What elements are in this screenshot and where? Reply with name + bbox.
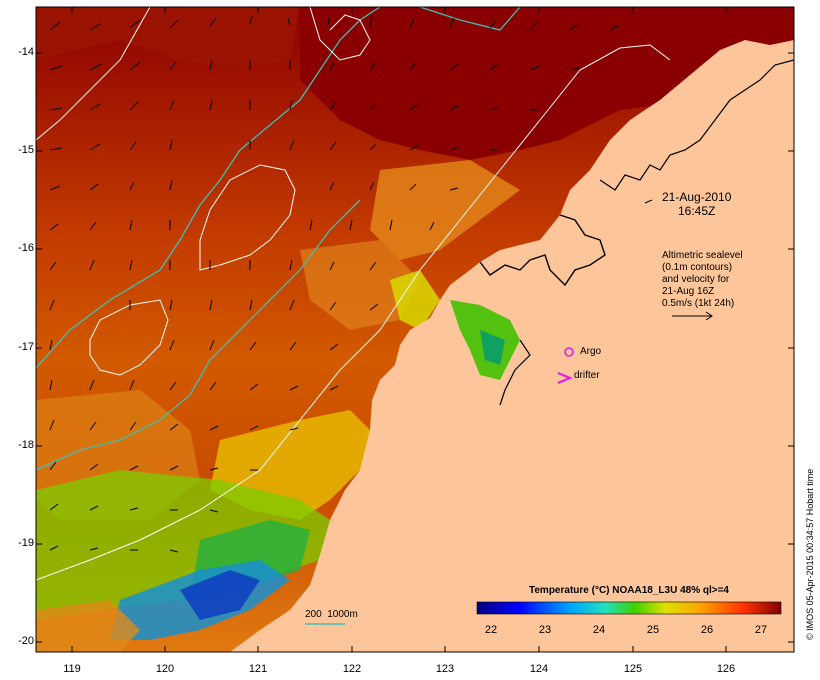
altimetry-note-2: (0.1m contours): [662, 262, 733, 273]
lat-tick-4: -17: [18, 341, 34, 353]
lon-tick-7: 125: [623, 663, 643, 675]
time-label: 16:45Z: [678, 204, 716, 218]
lat-tick-1: -14: [18, 46, 34, 58]
argo-marker: [564, 347, 574, 357]
contour-1000m: [36, 7, 381, 369]
altimetry-note-1: Altimetric sealevel: [662, 250, 743, 261]
date-label: 21-Aug-2010: [662, 190, 732, 204]
lat-tick-6: -19: [18, 537, 34, 549]
colorbar: [476, 601, 782, 615]
lon-tick-8: 126: [716, 663, 736, 675]
colorbar-tick-5: 26: [700, 624, 714, 636]
altimetry-note-3: and velocity for: [662, 274, 730, 285]
colorbar-tick-6: 27: [754, 624, 768, 636]
contour-200m: [199, 164, 296, 271]
lon-tick-2: 120: [155, 663, 175, 675]
lat-tick-3: -16: [18, 242, 34, 254]
colorbar-tick-2: 23: [538, 624, 552, 636]
colorbar-tick-3: 24: [592, 624, 606, 636]
lon-tick-6: 124: [529, 663, 549, 675]
drifter-label: drifter: [574, 370, 600, 381]
altimetry-note-4: 21-Aug 16Z: [662, 286, 715, 297]
colorbar-title: Temperature (°C) NOAA18_L3U 48% ql>=4: [529, 585, 729, 596]
lat-tick-2: -15: [18, 144, 34, 156]
lon-tick-1: 119: [63, 663, 81, 675]
altimetry-note-5: 0.5m/s (1kt 24h): [662, 298, 735, 309]
lon-tick-5: 123: [435, 663, 455, 675]
lat-tick-5: -18: [18, 439, 34, 451]
colorbar-tick-4: 25: [646, 624, 660, 636]
velocity-arrows: [49, 15, 619, 553]
depth-legend: 200 1000m: [305, 609, 358, 620]
lon-tick-4: 122: [342, 663, 362, 675]
lon-tick-3: 121: [248, 663, 268, 675]
copyright-stamp: © IMOS 05-Apr-2015 00:34:57 Hobart time: [805, 468, 815, 640]
colorbar-tick-1: 22: [484, 624, 498, 636]
drifter-marker: [557, 371, 573, 385]
argo-label: Argo: [580, 346, 602, 357]
lat-tick-7: -20: [18, 635, 34, 647]
